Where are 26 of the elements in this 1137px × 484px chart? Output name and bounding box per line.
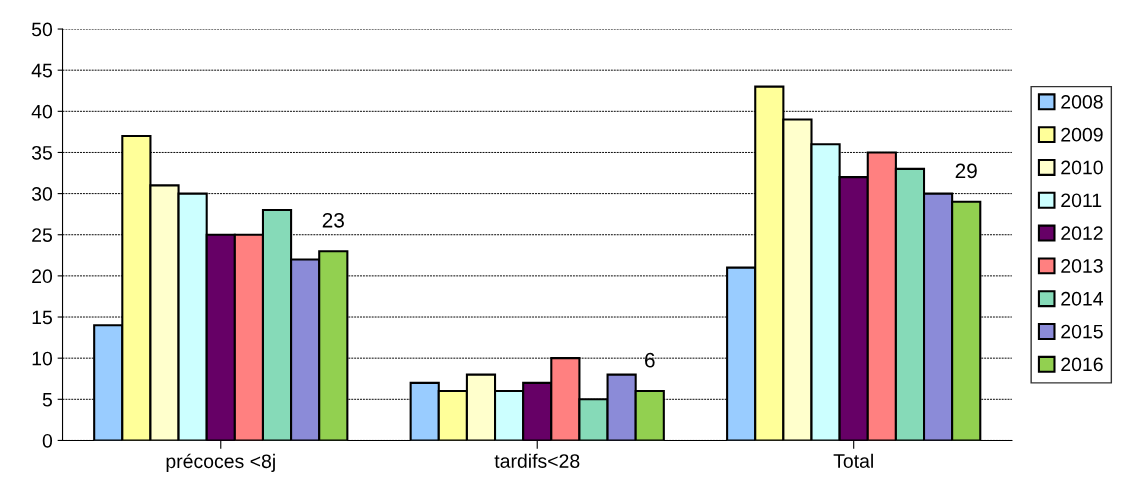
y-tick-label: 30: [31, 187, 53, 201]
legend-label: 2009: [1061, 127, 1103, 142]
legend-label: 2011: [1061, 193, 1102, 208]
y-tick-label: 15: [32, 310, 52, 325]
legend-label: 2016: [1061, 357, 1103, 372]
legend-label: 2012: [1061, 226, 1103, 241]
legend-label: 2013: [1061, 259, 1103, 273]
y-tick-label: 40: [31, 104, 53, 119]
x-tick-label: Total: [833, 453, 873, 468]
y-tick-label: 35: [31, 145, 52, 160]
x-tick-label: précoces <8j: [166, 453, 275, 472]
legend-label: 2014: [1061, 291, 1103, 306]
y-tick-label: 10: [32, 351, 53, 366]
y-tick-label: 0: [42, 433, 53, 448]
data-label: 6: [645, 352, 655, 368]
y-tick-label: 25: [32, 228, 52, 242]
legend-label: 2015: [1061, 324, 1103, 339]
data-label: 23: [322, 212, 344, 228]
data-label: 29: [955, 163, 977, 179]
y-tick-label: 5: [42, 392, 52, 407]
y-tick-label: 45: [31, 63, 52, 78]
y-tick-label: 20: [32, 269, 53, 284]
y-tick-label: 50: [31, 22, 53, 37]
x-tick-label: tardifs<28: [494, 453, 580, 468]
legend-label: 2010: [1061, 160, 1103, 175]
legend-label: 2008: [1061, 94, 1103, 109]
